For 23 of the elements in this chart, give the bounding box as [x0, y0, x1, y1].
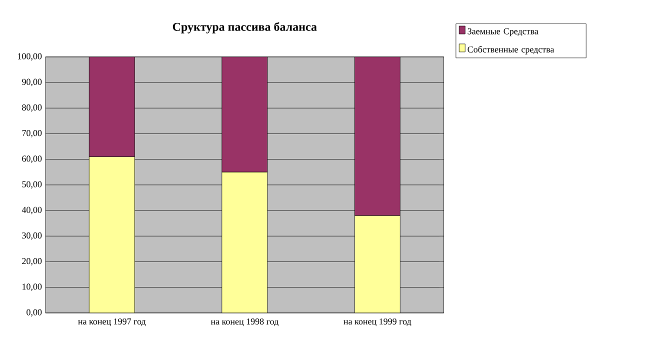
y-tick-label: 0,00	[26, 309, 42, 317]
bar	[354, 215, 400, 313]
legend-label: Собственные средства	[468, 46, 554, 54]
y-tick-label: 40,00	[22, 206, 42, 214]
y-tick-label: 100,00	[18, 53, 42, 61]
bar	[354, 56, 400, 216]
x-tick-label: на конец 1997 год	[78, 318, 146, 326]
bar	[222, 172, 268, 313]
chart-title: Сруктура пассива баланса	[172, 22, 317, 34]
y-tick-label: 30,00	[22, 232, 42, 240]
bar	[88, 56, 135, 157]
bar	[222, 56, 268, 172]
x-tick-label: на конец 1999 год	[344, 318, 412, 326]
y-tick-label: 10,00	[22, 284, 42, 291]
y-tick-label: 20,00	[22, 258, 42, 266]
bar	[88, 156, 135, 313]
y-tick-label: 50,00	[22, 181, 42, 189]
y-tick-label: 90,00	[22, 78, 42, 86]
legend-label: Заемные Средства	[468, 28, 538, 36]
y-tick-label: 80,00	[22, 104, 42, 112]
y-tick-label: 60,00	[22, 156, 42, 163]
x-tick-label: на конец 1998 год	[210, 318, 278, 326]
y-tick-label: 70,00	[22, 130, 42, 138]
